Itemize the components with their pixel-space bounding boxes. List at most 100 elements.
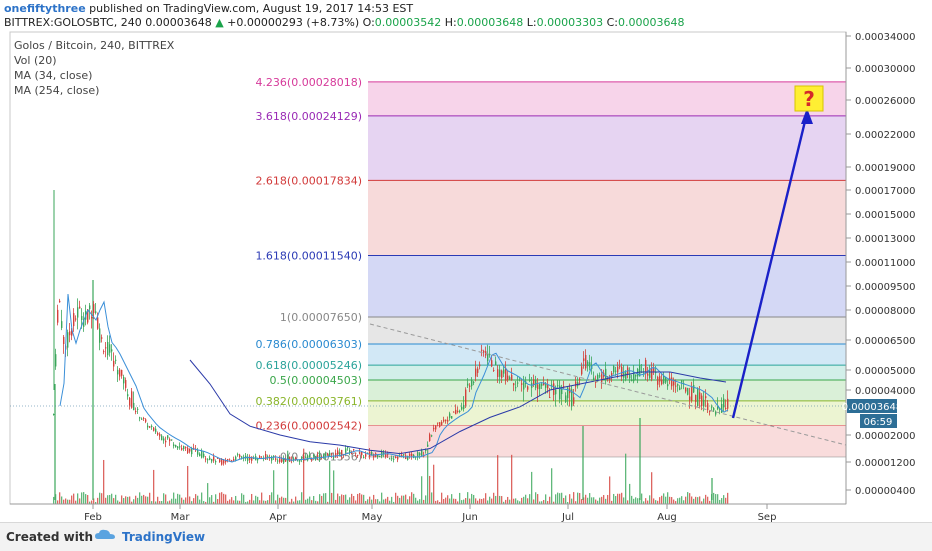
volume-bar — [583, 497, 585, 504]
candle-body — [595, 381, 597, 383]
volume-bar — [381, 492, 383, 504]
fib-label: 3.618(0.00024129) — [255, 110, 362, 123]
volume-bar — [703, 498, 705, 504]
candle-body — [351, 452, 353, 455]
candle-body — [159, 433, 161, 437]
volume-bar — [117, 500, 119, 504]
candle-body — [271, 456, 273, 461]
time-axis[interactable]: Feb Mar Apr May Jun Jul Aug Sep — [10, 503, 846, 522]
candle-body — [695, 394, 697, 403]
volume-bar — [197, 495, 199, 504]
volume-bar — [603, 495, 605, 504]
volume-bar — [531, 471, 533, 504]
volume-bar — [189, 496, 191, 504]
candle-body — [295, 457, 297, 460]
last-price-value: 0.00003648 — [842, 402, 902, 413]
price-axis[interactable]: 0.00034000 0.00030000 0.00026000 0.00022000… — [845, 32, 915, 504]
volume-bar — [567, 501, 569, 504]
volume-bar — [339, 496, 341, 504]
volume-bar — [609, 476, 611, 504]
candle-body — [169, 438, 171, 442]
price-candles — [53, 190, 729, 466]
volume-bar — [705, 494, 707, 504]
volume-bar — [407, 499, 409, 504]
time-tick-label: Mar — [171, 512, 191, 522]
candle-body — [663, 375, 665, 384]
fib-label: 0.382(0.00003761) — [255, 395, 362, 408]
candle-body — [625, 372, 627, 380]
candle-body — [63, 336, 65, 344]
volume-bar — [157, 496, 159, 504]
volume-bar — [359, 493, 361, 504]
volume-bar — [85, 494, 87, 504]
volume-bar — [405, 494, 407, 504]
candle-body — [357, 454, 359, 456]
candle-body — [547, 384, 549, 389]
volume-bar — [723, 495, 725, 504]
candle-body — [395, 457, 397, 459]
volume-bar — [105, 497, 107, 504]
candle-body — [551, 384, 553, 387]
candle-body — [533, 379, 535, 385]
volume-bar — [521, 497, 523, 504]
candle-body — [645, 359, 647, 375]
volume-bar — [175, 498, 177, 504]
volume-bar — [715, 494, 717, 504]
candle-body — [235, 456, 237, 460]
candle-body — [537, 384, 539, 390]
volume-bar — [625, 453, 627, 504]
volume-bar — [53, 496, 55, 504]
candle-body — [527, 386, 529, 390]
candle-body — [355, 455, 357, 457]
candle-body — [347, 447, 349, 449]
volume-bar — [67, 499, 69, 504]
volume-bar — [391, 496, 393, 504]
volume-bar — [319, 494, 321, 504]
candle-body — [575, 381, 577, 387]
volume-bar — [721, 498, 723, 504]
volume-bar — [617, 493, 619, 504]
fibonacci-extension[interactable]: 4.236(0.00028018) 3.618(0.00024129) 2.618(… — [255, 76, 846, 464]
legend-ma-254[interactable]: MA (254, close) — [14, 84, 100, 97]
volume-bar — [647, 500, 649, 504]
volume-bar — [523, 496, 525, 504]
volume-bar — [249, 499, 251, 504]
volume-bar — [113, 498, 115, 504]
volume-bar — [697, 497, 699, 504]
candle-body — [323, 454, 325, 459]
candle-body — [181, 448, 183, 450]
volume-bar — [497, 455, 499, 504]
volume-bar — [451, 494, 453, 504]
volume-bar — [365, 500, 367, 504]
volume-bar — [585, 494, 587, 504]
candle-body — [725, 408, 727, 410]
legend-ma-34[interactable]: MA (34, close) — [14, 69, 93, 82]
candle-body — [71, 328, 73, 336]
candle-body — [253, 458, 255, 460]
candle-body — [613, 366, 615, 373]
legend-symbol[interactable]: Golos / Bitcoin, 240, BITTREX — [14, 39, 175, 52]
volume-bar — [153, 469, 155, 504]
volume-bar — [725, 497, 727, 504]
volume-bar — [61, 496, 63, 504]
volume-bar — [707, 496, 709, 504]
candle-body — [227, 459, 229, 461]
volume-bar — [441, 492, 443, 504]
time-tick-label: Sep — [758, 512, 777, 522]
volume-bar — [83, 492, 85, 504]
author-link[interactable]: onefiftythree — [4, 2, 86, 15]
volume-bar — [55, 494, 57, 504]
tradingview-brand[interactable]: TradingView — [122, 530, 206, 544]
candle-body — [143, 418, 145, 420]
candle-body — [451, 416, 453, 419]
ma-34-line — [59, 293, 729, 463]
candle-body — [377, 454, 379, 457]
volume-bar — [145, 496, 147, 504]
volume-bar — [263, 500, 265, 504]
legend-volume[interactable]: Vol (20) — [14, 54, 57, 67]
price-tick-label: 0.00011000 — [855, 258, 915, 269]
chart-canvas[interactable]: 4.236(0.00028018) 3.618(0.00024129) 2.618(… — [0, 30, 932, 522]
fib-label: 0.236(0.00002542) — [255, 419, 362, 432]
volume-bar — [491, 498, 493, 504]
volume-bar — [529, 494, 531, 504]
